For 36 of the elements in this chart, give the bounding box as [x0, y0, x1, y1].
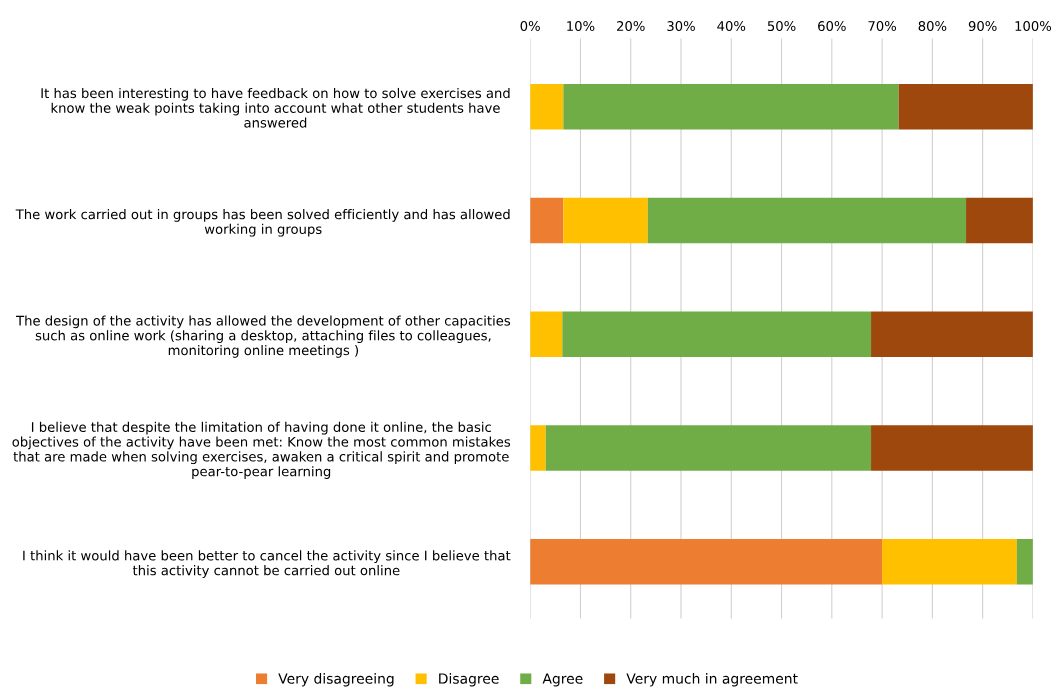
x-tick-label: 0% [520, 21, 540, 32]
x-tick-label: 20% [617, 21, 645, 32]
bar [563, 83, 899, 130]
bar [871, 311, 1033, 357]
bar [898, 83, 1033, 130]
x-tick-label: 40% [717, 21, 746, 32]
bar [563, 197, 648, 244]
x-tick-label: 70% [868, 21, 897, 32]
legend-label: Disagree [439, 673, 499, 687]
legend-label: Agree [542, 673, 583, 687]
x-tick-label: 80% [918, 21, 947, 32]
bar [871, 425, 1033, 471]
legend-label: Very disagreeing [278, 673, 394, 687]
bar [966, 197, 1033, 244]
x-tick-label: 100% [1015, 21, 1052, 32]
x-tick-label: 90% [968, 21, 997, 32]
y-tick-label: I think it would have been better to cancel the activity since I believe that this activity cannot be carried out online [23, 550, 511, 578]
y-tick-label: The design of the activity has allowed the development of other capacities such as online work (sharing a desktop, attaching files to colleagues, monitoring online meetings ) [16, 315, 511, 358]
x-tick-label: 60% [818, 21, 846, 32]
x-tick-label: 50% [767, 21, 796, 32]
bar [562, 311, 872, 357]
y-tick-label: It has been interesting to have feedback on how to solve exercises and know the weak points taking into account what other students have answered [41, 87, 510, 128]
y-tick-label: I believe that despite the limitation of having done it online, the basic objectives of the activity have been met: Know the most common mistakes that are made when solving exercises, awaken a critical spirit and promote pear-to-pear learning [12, 421, 511, 479]
bar [530, 538, 883, 585]
x-tick-label: 10% [567, 21, 595, 32]
bar [545, 425, 872, 471]
legend-label: Very much in agreement [626, 673, 798, 687]
bar [530, 311, 563, 357]
x-tick-label: 30% [667, 21, 695, 32]
y-tick-label: The work carried out in groups has been solved efficiently and has allowed working in groups [15, 209, 510, 237]
bar [530, 83, 564, 130]
bar [530, 425, 546, 471]
bar [1016, 538, 1033, 585]
bar [882, 538, 1017, 585]
bar [647, 197, 967, 244]
bar [530, 197, 564, 244]
